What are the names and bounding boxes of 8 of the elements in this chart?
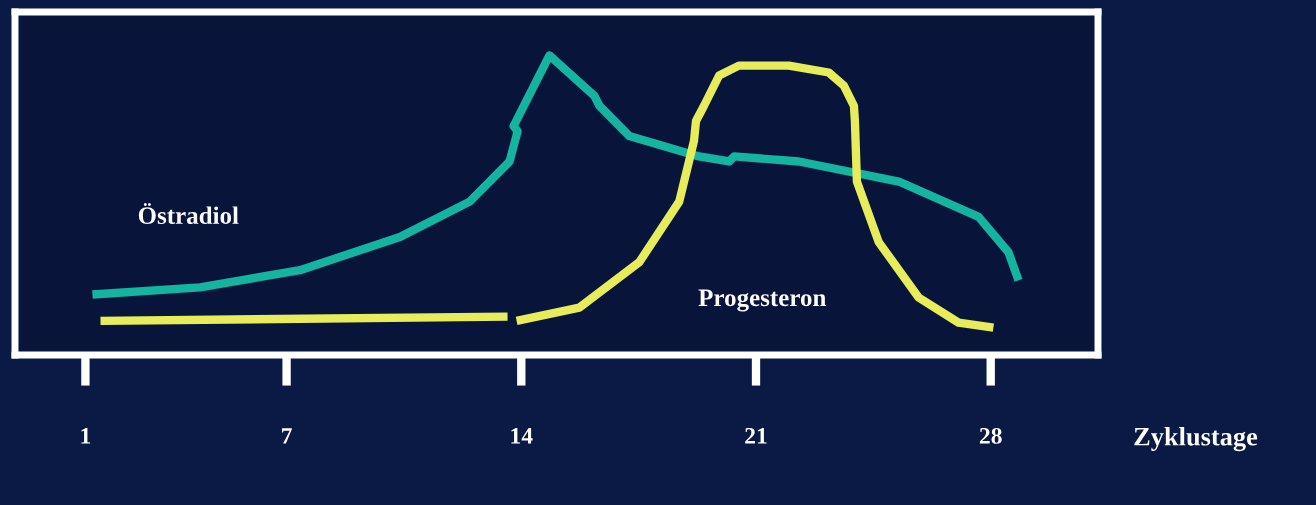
x-tick-label: 28 <box>979 427 1002 444</box>
x-tick-label: 7 <box>282 428 292 444</box>
x-tick-label: 14 <box>511 428 533 444</box>
text: Östradiol <box>138 203 239 225</box>
text: Progesteron <box>698 289 827 312</box>
x-tick-label: 1 <box>81 428 91 444</box>
x-tick-label: 21 <box>745 427 767 444</box>
x-axis-title: Zyklustage <box>1134 427 1258 452</box>
